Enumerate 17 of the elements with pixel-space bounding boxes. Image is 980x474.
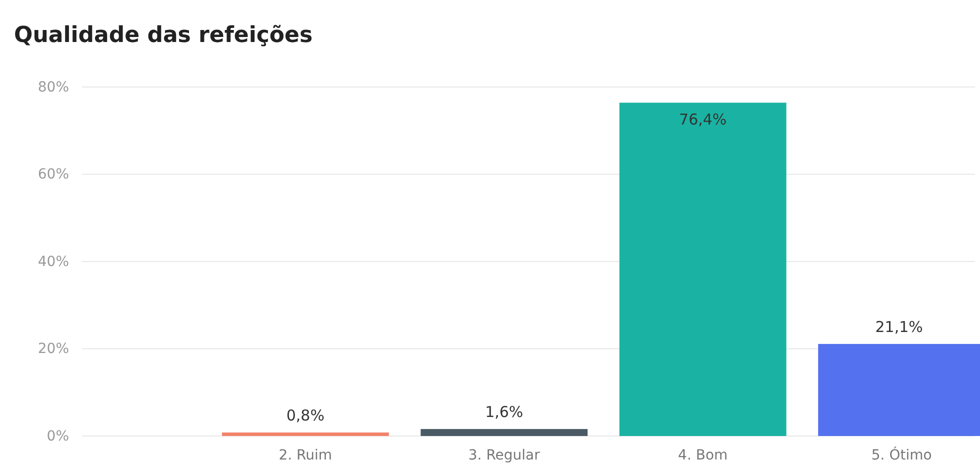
x-tick-label: 2. Ruim [278,448,332,464]
y-tick-label: 60% [38,166,69,183]
y-tick-label: 80% [38,79,69,96]
bar [619,102,786,436]
y-tick-label: 40% [38,254,69,270]
x-tick-label: 4. Bom [678,448,728,464]
chart-title: Qualidade das refeições [14,23,313,48]
data-label: 76,4% [679,110,727,129]
data-label: 0,8% [286,406,324,425]
y-tick-label: 0% [46,428,69,444]
x-tick-label: 3. Regular [468,448,540,464]
y-tick-label: 20% [38,341,69,358]
data-label: 21,1% [875,318,923,336]
data-label: 1,6% [485,403,524,422]
bar [222,432,389,436]
bar [420,429,588,436]
x-tick-label: 5. Ótimo [871,446,932,464]
